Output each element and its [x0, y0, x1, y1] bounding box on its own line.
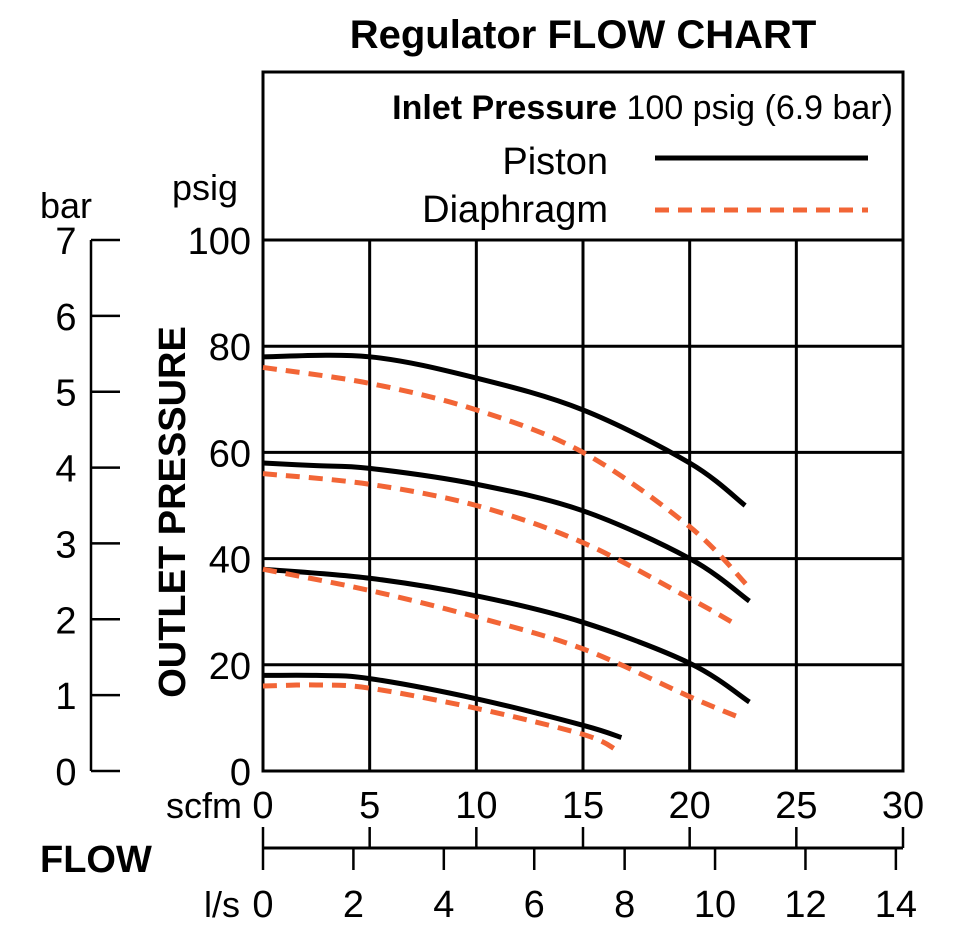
bar-tick-label: 2 [55, 600, 76, 642]
legend-heading: Inlet Pressure 100 psig (6.9 bar) [392, 89, 893, 127]
ls-tick-label: 12 [784, 884, 826, 926]
piston-curve-1 [262, 352, 747, 508]
piston-curve-3 [262, 566, 751, 705]
bar-tick-label: 7 [55, 221, 76, 263]
scfm-tick-label: 5 [359, 785, 380, 827]
psig-tick-label: 100 [188, 221, 251, 263]
legend-label-diaphragm: Diaphragm [422, 189, 608, 231]
diaphragm-curve-4 [262, 682, 619, 753]
bar-tick-label: 1 [55, 676, 76, 718]
ls-tick-label: 10 [694, 884, 736, 926]
ls-axis: 0 2 4 6 8 10 12 14 [252, 827, 917, 926]
legend-heading-bold: Inlet Pressure [392, 89, 617, 127]
piston-curve-4 [262, 672, 623, 740]
scfm-tick-label: 15 [562, 785, 604, 827]
bar-tick-label: 6 [55, 297, 76, 339]
scfm-tick-label: 10 [455, 785, 497, 827]
ls-tick-label: 4 [433, 884, 454, 926]
ls-unit-label: l/s [204, 884, 240, 925]
ls-tick-label: 8 [614, 884, 635, 926]
scfm-tick-label: 0 [252, 785, 273, 827]
psig-tick-label: 20 [209, 646, 251, 688]
chart-title: Regulator FLOW CHART [350, 13, 817, 57]
bar-tick-label: 4 [55, 449, 76, 491]
ls-tick-label: 0 [252, 884, 273, 926]
series-group [262, 352, 752, 753]
diaphragm-curve-1 [262, 364, 752, 590]
scfm-tick-label: 20 [669, 785, 711, 827]
psig-unit-label: psig [172, 167, 238, 208]
bar-tick-label: 5 [55, 373, 76, 415]
scfm-tick-labels: 0 5 10 15 20 25 30 [252, 785, 924, 827]
scfm-tick-label: 25 [775, 785, 817, 827]
diaphragm-curve-3 [262, 566, 738, 719]
psig-tick-label: 80 [209, 327, 251, 369]
psig-tick-labels: 0 20 40 60 80 100 [188, 221, 251, 794]
legend-heading-rest: 100 psig (6.9 bar) [627, 89, 894, 127]
y-axis-title: OUTLET PRESSURE [152, 326, 194, 698]
piston-curve-2 [262, 460, 751, 604]
bar-unit-label: bar [40, 185, 92, 226]
ls-tick-label: 6 [524, 884, 545, 926]
legend: Inlet Pressure 100 psig (6.9 bar) Piston… [392, 89, 893, 231]
ls-tick-label: 2 [343, 884, 364, 926]
x-axis-title: FLOW [40, 839, 152, 881]
ls-tick-label: 14 [875, 884, 917, 926]
psig-tick-label: 0 [230, 752, 251, 794]
legend-label-piston: Piston [502, 141, 608, 183]
grid [263, 238, 903, 771]
bar-axis: 0 1 2 3 4 5 6 7 [55, 221, 120, 794]
scfm-unit-label: scfm [166, 785, 242, 826]
diaphragm-curve-2 [262, 471, 734, 625]
psig-tick-label: 40 [209, 540, 251, 582]
bar-tick-label: 0 [55, 752, 76, 794]
psig-tick-label: 60 [209, 433, 251, 475]
scfm-tick-label: 30 [882, 785, 924, 827]
bar-tick-label: 3 [55, 524, 76, 566]
